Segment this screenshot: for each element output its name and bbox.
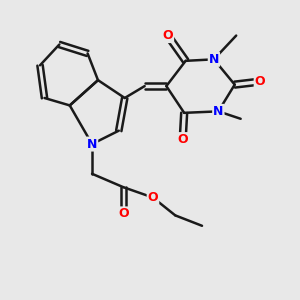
Text: O: O xyxy=(177,133,188,146)
Text: O: O xyxy=(255,75,265,88)
Text: O: O xyxy=(148,191,158,204)
Text: N: N xyxy=(209,53,219,66)
Text: O: O xyxy=(118,207,129,220)
Text: N: N xyxy=(87,138,97,151)
Text: O: O xyxy=(163,29,173,42)
Text: N: N xyxy=(213,105,224,118)
